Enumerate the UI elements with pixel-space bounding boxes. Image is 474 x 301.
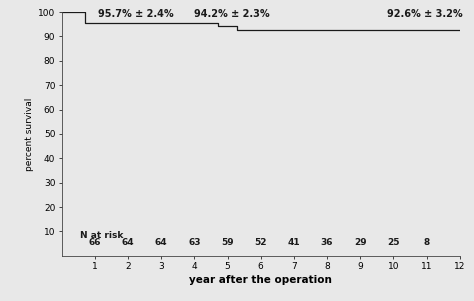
Text: 95.7% ± 2.4%: 95.7% ± 2.4% xyxy=(98,9,174,19)
X-axis label: year after the operation: year after the operation xyxy=(189,275,332,285)
Text: 94.2% ± 2.3%: 94.2% ± 2.3% xyxy=(194,9,270,19)
Text: 66: 66 xyxy=(89,238,101,247)
Text: 25: 25 xyxy=(387,238,400,247)
Text: 64: 64 xyxy=(155,238,167,247)
Text: 59: 59 xyxy=(221,238,234,247)
Text: 29: 29 xyxy=(354,238,366,247)
Y-axis label: percent survival: percent survival xyxy=(25,97,34,171)
Text: 92.6% ± 3.2%: 92.6% ± 3.2% xyxy=(387,9,463,19)
Text: 52: 52 xyxy=(255,238,267,247)
Text: 41: 41 xyxy=(288,238,300,247)
Text: 8: 8 xyxy=(423,238,430,247)
Text: 36: 36 xyxy=(321,238,333,247)
Text: N at risk: N at risk xyxy=(80,231,123,240)
Text: 64: 64 xyxy=(122,238,134,247)
Text: 63: 63 xyxy=(188,238,201,247)
